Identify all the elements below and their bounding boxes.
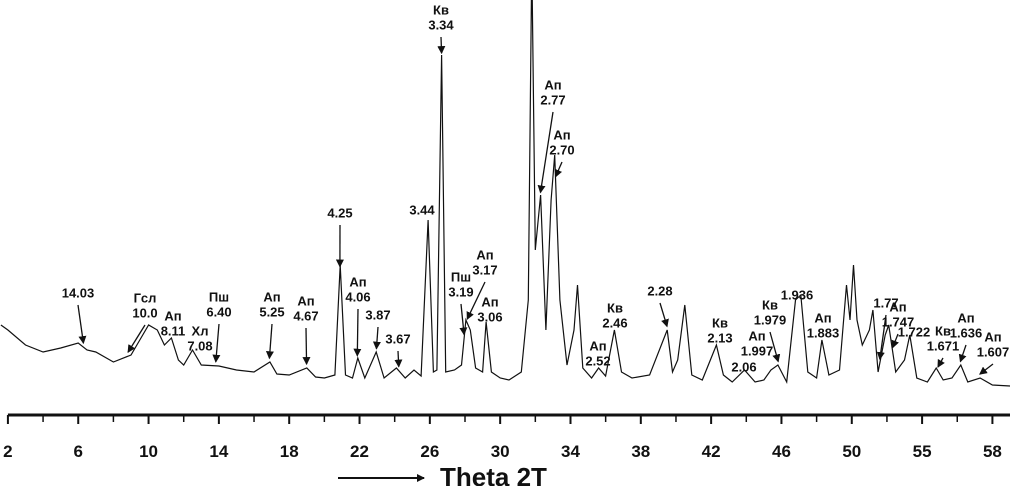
- mineral-label: Ап: [544, 78, 561, 93]
- d-spacing-label: 2.77: [540, 93, 565, 108]
- x-tick-label: 34: [561, 442, 580, 461]
- peak-arrow: [659, 302, 669, 328]
- peak-arrow: [891, 333, 899, 349]
- peak-arrow: [979, 363, 994, 375]
- peak-arrow: [554, 161, 563, 178]
- x-tick-label: 14: [209, 442, 228, 461]
- peak-arrow: [212, 323, 221, 363]
- d-spacing-label: 1.883: [807, 326, 840, 341]
- d-spacing-label: 4.06: [345, 290, 370, 305]
- xrd-trace: [0, 0, 1010, 387]
- d-spacing-label: 2.46: [602, 316, 627, 331]
- d-spacing-label: 3.67: [385, 332, 410, 347]
- d-spacing-label: 4.67: [293, 309, 318, 324]
- d-spacing-label: 3.06: [477, 310, 502, 325]
- peak-arrow: [437, 36, 446, 55]
- d-spacing-label: 1.607: [977, 345, 1010, 360]
- mineral-label: Гсл: [134, 291, 157, 306]
- mineral-label: Ап: [957, 311, 974, 326]
- mineral-label: Пш: [451, 270, 471, 285]
- d-spacing-label: 1.979: [754, 313, 787, 328]
- mineral-label: Кв: [762, 298, 778, 313]
- peak-arrow: [958, 344, 967, 363]
- peak-arrow: [876, 314, 887, 361]
- d-spacing-label: 4.25: [327, 206, 352, 221]
- x-tick-label: 18: [280, 442, 299, 461]
- d-spacing-label: 6.40: [206, 305, 231, 320]
- peak-arrow: [127, 324, 146, 353]
- mineral-label: Ап: [476, 248, 493, 263]
- mineral-label: Ап: [553, 128, 570, 143]
- peak-arrow: [353, 308, 362, 357]
- d-spacing-label: 1.936: [781, 288, 814, 303]
- peak-arrow: [302, 327, 311, 366]
- d-spacing-label: 1.671: [927, 339, 960, 354]
- d-spacing-label: 10.0: [132, 306, 157, 321]
- d-spacing-label: 2.13: [707, 331, 732, 346]
- d-spacing-label: 2.06: [731, 360, 756, 375]
- d-spacing-label: 3.17: [472, 263, 497, 278]
- d-spacing-label: 14.03: [62, 286, 95, 301]
- peak-arrow: [937, 357, 945, 368]
- x-tick-label: 50: [842, 442, 861, 461]
- d-spacing-label: 1.722: [898, 325, 931, 340]
- x-tick-label: 2: [3, 442, 12, 461]
- d-spacing-label: 3.34: [428, 18, 454, 33]
- mineral-label: Кв: [433, 3, 449, 18]
- peak-arrow: [77, 304, 87, 345]
- mineral-label: Кв: [607, 301, 623, 316]
- peak-arrow: [537, 111, 554, 194]
- d-spacing-label: 2.52: [585, 354, 610, 369]
- mineral-label: Ап: [297, 294, 314, 309]
- x-axis-label: Theta 2T: [440, 462, 547, 486]
- mineral-label: Хл: [192, 324, 209, 339]
- mineral-label: Ап: [481, 295, 498, 310]
- peak-arrow: [372, 326, 381, 350]
- x-tick-label: 55: [913, 442, 932, 461]
- x-tick-label: 30: [491, 442, 510, 461]
- d-spacing-label: 1.747: [882, 315, 915, 330]
- mineral-label: Ап: [164, 309, 181, 324]
- mineral-label: Ап: [349, 275, 366, 290]
- d-spacing-label: 1.77: [873, 296, 898, 311]
- d-spacing-label: 2.70: [549, 143, 574, 158]
- d-spacing-label: 3.44: [409, 203, 435, 218]
- peak-arrow: [394, 350, 403, 368]
- d-spacing-label: 1.997: [741, 344, 774, 359]
- mineral-label: Ап: [889, 300, 906, 315]
- x-tick-label: 6: [73, 442, 82, 461]
- x-tick-label: 58: [983, 442, 1002, 461]
- peak-arrow: [265, 323, 274, 360]
- d-spacing-label: 5.25: [259, 305, 284, 320]
- x-tick-label: 38: [631, 442, 650, 461]
- mineral-label: Пш: [209, 290, 229, 305]
- mineral-label: Ап: [748, 329, 765, 344]
- mineral-label: Кв: [712, 316, 728, 331]
- peak-arrow: [769, 331, 781, 363]
- x-tick-label: 10: [139, 442, 158, 461]
- x-tick-label: 22: [350, 442, 369, 461]
- mineral-label: Ап: [814, 311, 831, 326]
- mineral-label: Ап: [589, 339, 606, 354]
- peak-arrow: [459, 303, 468, 336]
- x-tick-label: 26: [420, 442, 439, 461]
- mineral-label: Ап: [263, 290, 280, 305]
- mineral-label: Кв: [935, 324, 951, 339]
- mineral-label: Ап: [984, 330, 1001, 345]
- d-spacing-label: 2.28: [647, 284, 672, 299]
- peak-arrow: [466, 281, 486, 320]
- d-spacing-label: 3.19: [448, 285, 473, 300]
- d-spacing-label: 7.08: [187, 339, 212, 354]
- x-tick-label: 42: [702, 442, 721, 461]
- d-spacing-label: 8.11: [161, 324, 186, 339]
- x-tick-label: 46: [772, 442, 791, 461]
- d-spacing-label: 3.87: [365, 308, 390, 323]
- d-spacing-label: 1.636: [950, 326, 983, 341]
